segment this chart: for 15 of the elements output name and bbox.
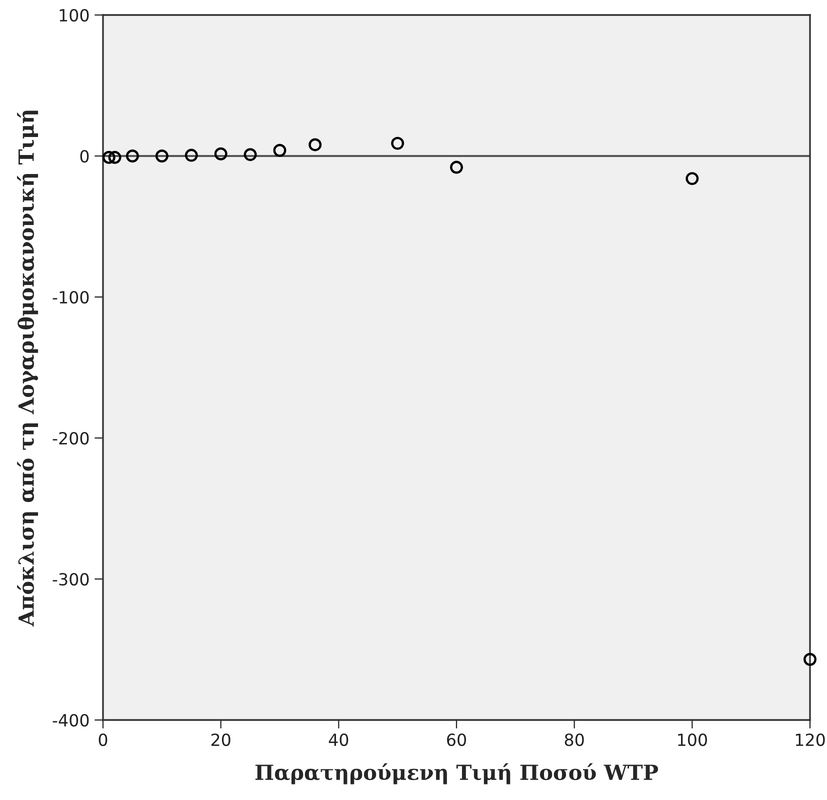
y-tick-label: 0 [80, 150, 89, 163]
x-tick-label: 100 [678, 733, 707, 746]
x-axis-title: Παρατηρούμενη Τιμή Ποσού WTP [255, 763, 658, 784]
x-tick-label: 120 [796, 733, 825, 746]
y-axis-title: Απόκλιση από τη Λογαριθμοκανονική Τιμή [17, 110, 38, 626]
x-tick-label: 0 [98, 733, 108, 746]
y-tick-label: -400 [52, 714, 89, 727]
y-tick-label: 100 [60, 8, 89, 22]
x-tick-label: 80 [564, 733, 584, 746]
y-tick-label: -300 [52, 572, 89, 586]
x-tick-label: 40 [328, 733, 348, 746]
y-tick-label: -200 [52, 432, 89, 445]
x-tick-label: 60 [447, 733, 466, 746]
x-tick-label: 20 [211, 733, 230, 746]
y-tick-label: -100 [52, 290, 89, 304]
